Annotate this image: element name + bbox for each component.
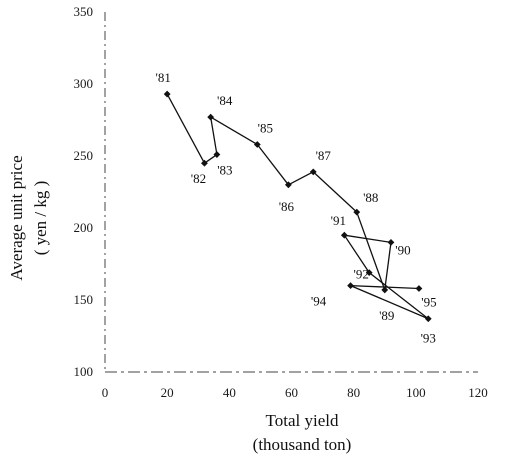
- data-point-marker: [415, 285, 423, 292]
- x-tick-label: 100: [406, 385, 426, 400]
- x-axis-unit: (thousand ton): [253, 435, 352, 454]
- data-point-marker: [353, 208, 361, 216]
- series-segment: [343, 234, 370, 273]
- data-point-label: '83: [217, 163, 232, 178]
- y-tick-label: 100: [74, 364, 94, 379]
- data-point-label: '82: [191, 171, 206, 186]
- series-segment: [256, 144, 289, 186]
- data-point-label: '95: [421, 294, 436, 309]
- x-tick-labels: 0 20 40 60 80 100 120: [102, 385, 488, 400]
- data-point-labels: '81 '82 '83 '84 '85 '86 '87 '88 '89 '90 '91 '92 '93 '…: [155, 70, 436, 346]
- x-tick-label: 80: [347, 385, 360, 400]
- data-point-marker: [424, 315, 432, 323]
- series-segment: [210, 116, 258, 146]
- data-point-label: '93: [421, 331, 436, 346]
- data-point-marker: [253, 141, 261, 148]
- data-point-marker: [284, 181, 292, 189]
- data-point-label: '85: [258, 120, 273, 135]
- data-point-label: '92: [354, 267, 369, 282]
- y-tick-labels: 100 150 200 250 300 350: [74, 4, 94, 379]
- data-point-label: '81: [155, 70, 170, 85]
- data-point-marker: [340, 231, 348, 239]
- y-tick-label: 200: [74, 220, 94, 235]
- x-tick-label: 60: [285, 385, 298, 400]
- data-point-label: '86: [279, 199, 295, 214]
- data-point-label: '89: [379, 308, 394, 323]
- y-tick-label: 350: [74, 4, 94, 19]
- x-tick-label: 40: [223, 385, 236, 400]
- y-axis-unit: ( yen / kg ): [31, 181, 50, 256]
- data-point-label: '88: [363, 190, 378, 205]
- data-series: [163, 90, 432, 323]
- series-segment: [368, 272, 429, 320]
- data-point-marker: [201, 159, 208, 167]
- x-tick-label: 20: [161, 385, 174, 400]
- series-segment: [204, 154, 218, 164]
- data-point-marker: [163, 90, 171, 98]
- series-segment: [166, 93, 206, 164]
- data-point-label: '94: [311, 294, 327, 309]
- series-segment: [210, 117, 218, 155]
- series-segment: [350, 285, 429, 320]
- data-point-marker: [365, 269, 373, 277]
- data-point-marker: [381, 286, 389, 294]
- y-axis-title: Average unit price: [7, 155, 26, 280]
- data-point-label: '91: [331, 213, 346, 228]
- data-point-marker: [213, 151, 221, 158]
- data-point-label: '90: [395, 242, 410, 257]
- x-tick-label: 120: [468, 385, 488, 400]
- series-segment: [288, 171, 314, 186]
- series-segment: [384, 242, 392, 291]
- y-tick-label: 300: [74, 76, 94, 91]
- series-segment: [344, 234, 392, 244]
- data-point-label: '87: [316, 148, 332, 163]
- series-segment: [312, 171, 358, 213]
- data-point-marker: [387, 239, 395, 246]
- y-tick-label: 150: [74, 292, 94, 307]
- series-segment: [356, 211, 386, 291]
- y-tick-label: 250: [74, 148, 94, 163]
- x-axis-title: Total yield: [266, 411, 339, 430]
- x-tick-label: 0: [102, 385, 109, 400]
- data-point-marker: [207, 113, 215, 121]
- data-point-marker: [309, 168, 317, 176]
- data-point-label: '84: [217, 93, 233, 108]
- data-point-marker: [347, 282, 354, 289]
